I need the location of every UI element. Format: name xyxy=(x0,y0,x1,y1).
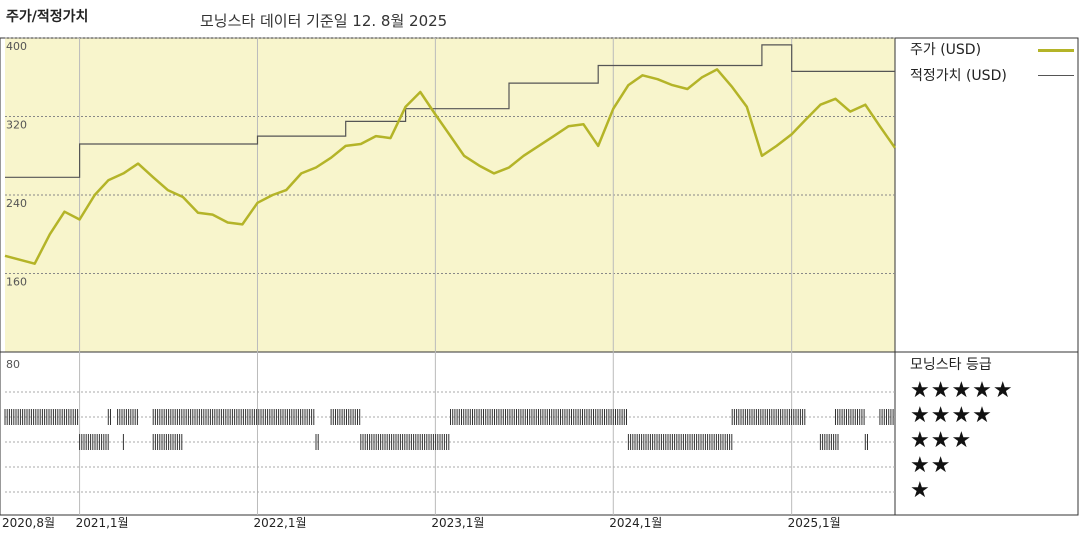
rating-bar-4-star xyxy=(107,409,111,425)
fair-value-line xyxy=(5,44,895,178)
data-date-caption: 모닝스타 데이터 기준일 12. 8월 2025 xyxy=(200,12,448,30)
rating-bar-3-star xyxy=(360,434,450,450)
legend-item-price: 주가 (USD) xyxy=(910,40,1074,66)
legend-price-swatch xyxy=(1038,49,1074,52)
price-line xyxy=(4,68,897,265)
star-row-2: ★★ xyxy=(910,453,952,478)
x-tick-label: 2024,1월 xyxy=(609,516,662,530)
x-tick-label: 2020,8월 xyxy=(2,516,55,530)
y-tick-label: 400 xyxy=(6,40,27,53)
rating-bar-4-star xyxy=(4,409,79,425)
star-row-5: ★★★★★ xyxy=(910,378,1014,403)
star-row-4: ★★★★ xyxy=(910,403,993,428)
x-tick-label: 2021,1월 xyxy=(76,516,129,530)
rating-bar-4-star xyxy=(450,409,627,425)
chart-title: 주가/적정가치 xyxy=(6,9,89,25)
x-tick-label: 2025,1월 xyxy=(788,516,841,530)
rating-bar-4-star xyxy=(879,409,894,425)
star-row-3: ★★★ xyxy=(910,428,973,453)
legend-price-label: 주가 (USD) xyxy=(910,42,982,58)
rating-star-rows: ★★★★★ ★★★★ ★★★ ★★ ★ xyxy=(910,378,1014,503)
rating-bar-4-star xyxy=(835,409,865,425)
star-row-1: ★ xyxy=(910,478,931,503)
rating-bar-3-star xyxy=(152,434,183,450)
y-tick-label: 160 xyxy=(6,276,27,289)
rating-bar-4-star xyxy=(152,409,315,425)
rating-bar-3-star xyxy=(79,434,109,450)
rating-bar-4-star xyxy=(731,409,806,425)
rating-bar-3-star xyxy=(315,434,319,450)
legend: 주가 (USD) 적정가치 (USD) xyxy=(910,40,1074,92)
y-tick-label: 320 xyxy=(6,119,27,132)
rating-bar-3-star xyxy=(627,434,733,450)
rating-bar-4-star xyxy=(330,409,361,425)
rating-bar-4-star xyxy=(117,409,138,425)
x-tick-label: 2022,1월 xyxy=(253,516,306,530)
x-tick-label: 2023,1월 xyxy=(431,516,484,530)
rating-bar-3-star xyxy=(864,434,868,450)
rating-axis-label: 80 xyxy=(6,358,20,371)
legend-fair-value-swatch xyxy=(1038,75,1074,76)
legend-item-fair-value: 적정가치 (USD) xyxy=(910,66,1074,92)
rating-bar-3-star xyxy=(819,434,839,450)
legend-fair-value-label: 적정가치 (USD) xyxy=(910,68,1007,84)
y-tick-label: 240 xyxy=(6,197,27,210)
rating-panel-title: 모닝스타 등급 xyxy=(910,357,992,373)
